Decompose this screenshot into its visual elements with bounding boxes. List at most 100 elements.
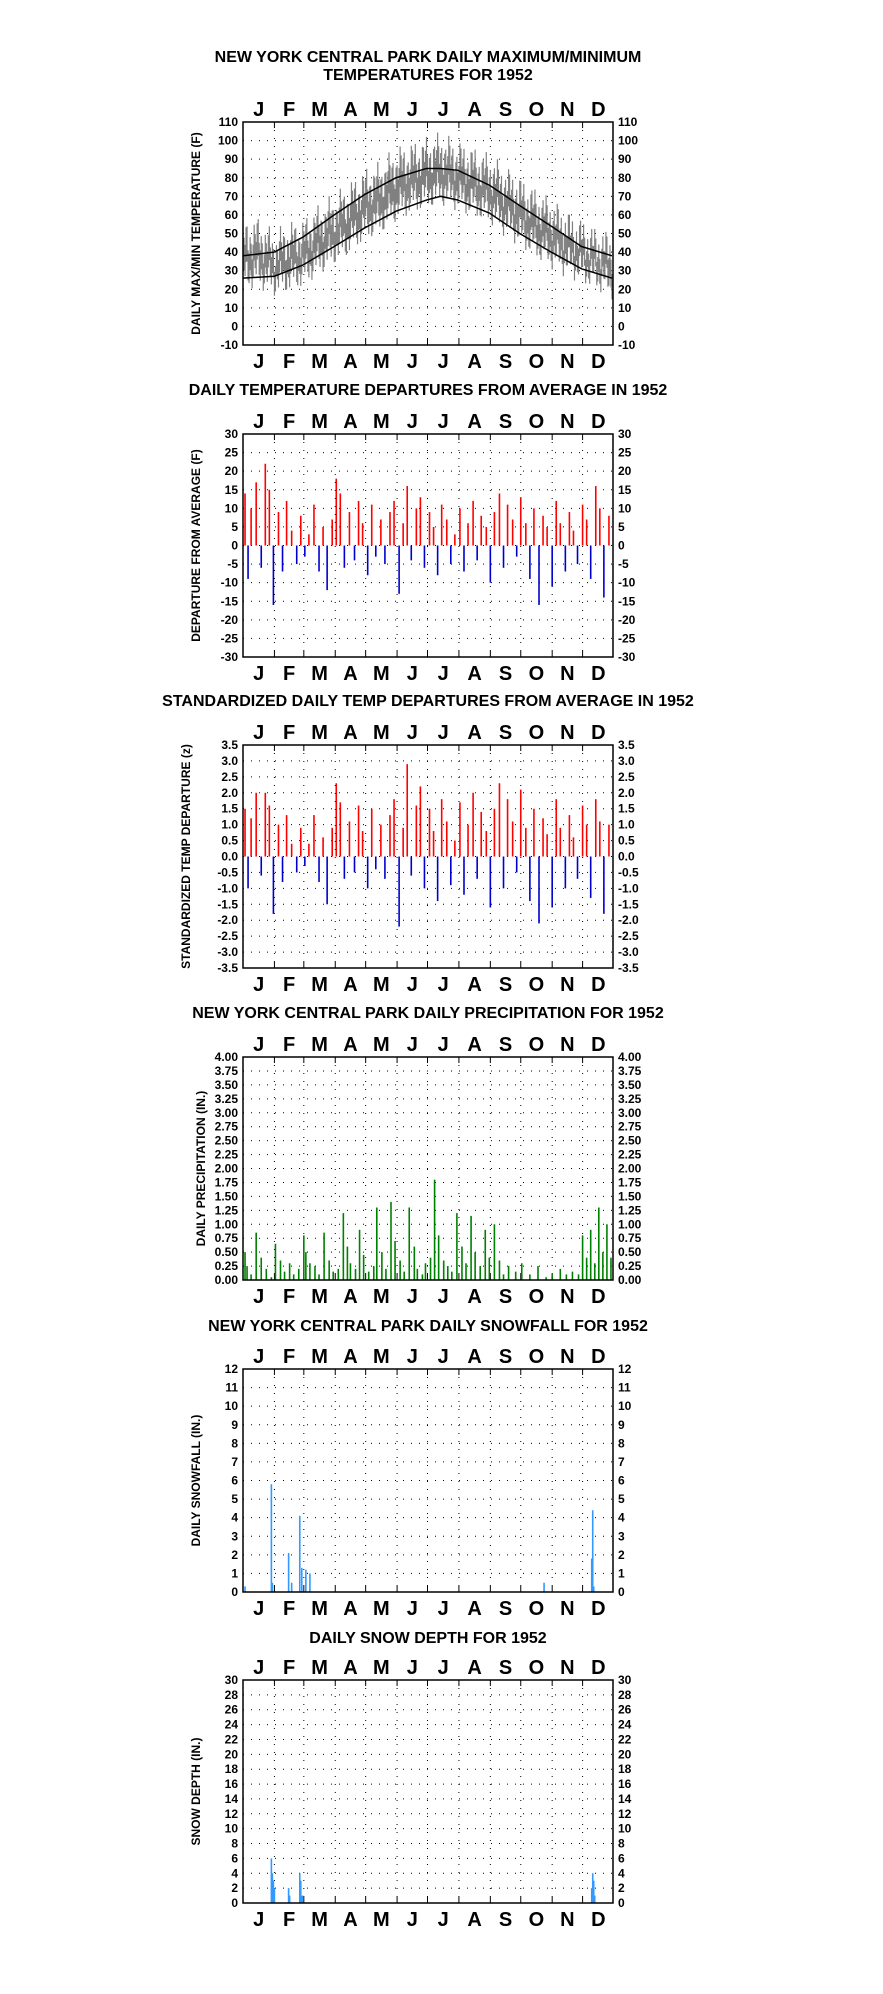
- month-label-bottom: M: [373, 1909, 390, 1931]
- y-tick-label-left: 3: [231, 1529, 238, 1543]
- y-tick-label-left: 0.50: [215, 1245, 239, 1259]
- month-label-bottom: J: [407, 663, 418, 685]
- month-label-top: J: [253, 722, 264, 744]
- month-label-top: J: [438, 1346, 449, 1368]
- month-label-bottom: M: [311, 1598, 328, 1620]
- y-tick-label-right: 40: [618, 245, 632, 259]
- y-tick-label-left: 5: [231, 520, 238, 534]
- month-label-top: D: [591, 1034, 605, 1056]
- month-label-bottom: A: [467, 663, 481, 685]
- chart-4: NEW YORK CENTRAL PARK DAILY PRECIPITATIO…: [192, 1005, 664, 1308]
- y-tick-label-right: 0: [618, 1896, 625, 1910]
- y-tick-label-left: 3.25: [215, 1092, 239, 1106]
- y-tick-label-right: 25: [618, 446, 632, 460]
- month-label-bottom: S: [499, 351, 512, 373]
- y-tick-label-right: -10: [618, 338, 636, 352]
- month-label-top: M: [311, 99, 328, 121]
- month-label-bottom: M: [311, 351, 328, 373]
- y-tick-label-left: 25: [225, 446, 239, 460]
- month-label-bottom: J: [253, 663, 264, 685]
- chart-3: STANDARDIZED DAILY TEMP DEPARTURES FROM …: [162, 693, 694, 996]
- y-tick-label-right: 1.25: [618, 1203, 642, 1217]
- month-label-bottom: A: [467, 974, 481, 996]
- month-label-top: O: [529, 411, 545, 433]
- month-label-bottom: M: [373, 1598, 390, 1620]
- month-label-bottom: A: [343, 663, 357, 685]
- y-tick-label-right: 3: [618, 1529, 625, 1543]
- month-label-bottom: J: [438, 663, 449, 685]
- month-label-bottom: M: [373, 351, 390, 373]
- y-tick-label-left: 2: [231, 1548, 238, 1562]
- y-tick-label-right: 10: [618, 1822, 632, 1836]
- y-tick-label-left: 4.00: [215, 1050, 239, 1064]
- month-label-bottom: A: [467, 1598, 481, 1620]
- y-tick-label-right: 90: [618, 152, 632, 166]
- y-tick-label-right: 3.75: [618, 1064, 642, 1078]
- month-label-top: M: [373, 1034, 390, 1056]
- y-tick-label-left: 20: [225, 464, 239, 478]
- y-tick-label-left: 0: [231, 319, 238, 333]
- chart-title: STANDARDIZED DAILY TEMP DEPARTURES FROM …: [162, 693, 694, 710]
- month-label-top: D: [591, 722, 605, 744]
- y-tick-label-left: 9: [231, 1418, 238, 1432]
- month-label-bottom: D: [591, 974, 605, 996]
- y-tick-label-left: 3.0: [221, 754, 238, 768]
- month-label-top: A: [467, 1657, 481, 1679]
- month-label-top: F: [283, 1034, 295, 1056]
- y-tick-label-right: 10: [618, 301, 632, 315]
- y-tick-label-right: -1.0: [618, 881, 639, 895]
- month-label-bottom: N: [560, 1909, 574, 1931]
- month-label-top: J: [253, 1346, 264, 1368]
- month-label-bottom: A: [343, 1286, 357, 1308]
- y-tick-label-right: 15: [618, 483, 632, 497]
- month-label-bottom: M: [373, 663, 390, 685]
- y-tick-label-right: 70: [618, 189, 632, 203]
- y-tick-label-right: -25: [618, 631, 636, 645]
- month-label-top: S: [499, 411, 512, 433]
- y-tick-label-left: 2.25: [215, 1148, 239, 1162]
- y-tick-label-right: 6: [618, 1851, 625, 1865]
- y-tick-label-right: 22: [618, 1732, 632, 1746]
- month-label-bottom: S: [499, 974, 512, 996]
- y-tick-label-left: 0.25: [215, 1259, 239, 1273]
- y-tick-label-right: 2.00: [618, 1162, 642, 1176]
- y-tick-label-right: 1.75: [618, 1175, 642, 1189]
- y-tick-label-left: 1.25: [215, 1203, 239, 1217]
- month-label-top: S: [499, 1346, 512, 1368]
- month-label-bottom: S: [499, 663, 512, 685]
- y-tick-label-right: 0.50: [618, 1245, 642, 1259]
- month-label-bottom: D: [591, 1909, 605, 1931]
- y-tick-label-left: 4: [231, 1511, 238, 1525]
- y-tick-label-left: 1.0: [221, 818, 238, 832]
- month-label-top: O: [529, 722, 545, 744]
- month-label-top: F: [283, 99, 295, 121]
- month-label-top: O: [529, 1034, 545, 1056]
- y-tick-label-left: 7: [231, 1455, 238, 1469]
- month-label-bottom: J: [438, 974, 449, 996]
- y-tick-label-right: -2.0: [618, 913, 639, 927]
- y-tick-label-left: 0: [231, 1585, 238, 1599]
- y-tick-label-left: -10: [221, 576, 239, 590]
- y-tick-label-left: 2.00: [215, 1162, 239, 1176]
- plot-frame: [242, 1056, 614, 1281]
- y-tick-label-left: 30: [225, 1673, 239, 1687]
- y-tick-label-left: 5: [231, 1492, 238, 1506]
- month-label-bottom: O: [529, 351, 545, 373]
- month-label-top: J: [253, 99, 264, 121]
- y-axis-label: DAILY SNOWFALL (IN.): [189, 1415, 203, 1547]
- y-tick-label-left: 90: [225, 152, 239, 166]
- y-tick-label-right: 24: [618, 1718, 632, 1732]
- month-label-bottom: O: [529, 1286, 545, 1308]
- y-tick-label-right: 30: [618, 1673, 632, 1687]
- y-tick-label-right: 2: [618, 1548, 625, 1562]
- y-tick-label-right: 0.75: [618, 1231, 642, 1245]
- month-label-top: J: [253, 411, 264, 433]
- month-label-top: A: [467, 1034, 481, 1056]
- month-label-top: M: [311, 1346, 328, 1368]
- y-tick-label-right: 1.50: [618, 1189, 642, 1203]
- month-label-top: J: [438, 411, 449, 433]
- month-label-bottom: F: [283, 1286, 295, 1308]
- y-tick-label-left: -20: [221, 613, 239, 627]
- y-tick-label-right: -5: [618, 557, 629, 571]
